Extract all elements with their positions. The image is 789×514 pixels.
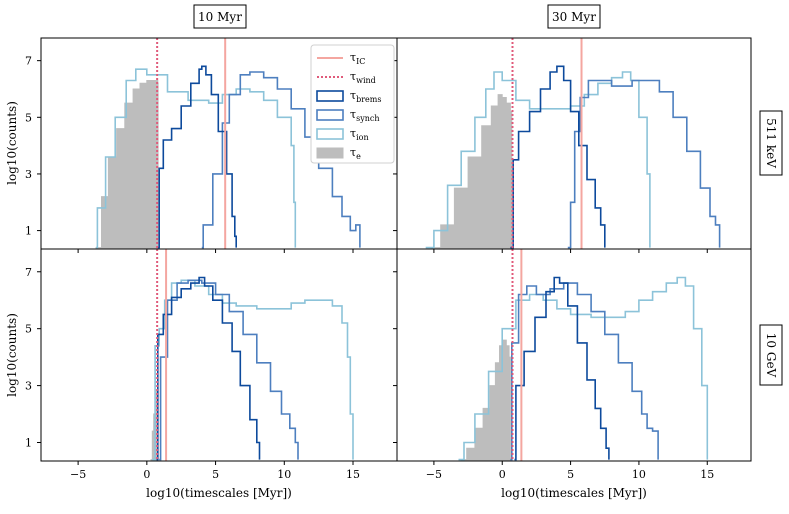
panel-0-0: 1 3 5 7 <box>25 37 398 253</box>
legend-label-sub: brems <box>356 95 381 104</box>
legend-frame <box>310 44 395 164</box>
series-tau-ion <box>425 71 651 249</box>
row-title-box-1 <box>759 324 783 386</box>
legend-label-tau: τ <box>350 146 356 159</box>
col-title-1: 30 Myr <box>552 10 596 24</box>
series-tau-synch <box>567 79 721 249</box>
ylabel-top: log10(counts) <box>5 101 19 185</box>
col-title-box-1 <box>547 4 601 29</box>
series-tau-brems <box>514 276 610 461</box>
legend-label-tau: τ <box>350 70 356 83</box>
legend-swatch-ion <box>316 128 344 140</box>
legend-label-tau: τ <box>350 127 356 140</box>
legend-item-brems: τbrems <box>316 89 381 104</box>
y-tick-label: 7 <box>25 266 32 279</box>
legend-label-e: τe <box>350 146 361 161</box>
series-tau-ion <box>152 279 354 461</box>
x-tick-label: 0 <box>499 468 506 481</box>
series-tau-ion <box>458 276 709 461</box>
series-tau-e <box>430 94 513 249</box>
x-tick-label: 15 <box>700 468 714 481</box>
x-tick-label: 5 <box>567 468 574 481</box>
legend-item-synch: τsynch <box>316 108 380 123</box>
ylabel-bottom: log10(counts) <box>5 313 19 397</box>
y-tick-label: 7 <box>25 55 32 68</box>
legend-label-ic: τIC <box>350 51 365 66</box>
legend-label-brems: τbrems <box>350 89 381 104</box>
legend-label-tau: τ <box>350 51 356 64</box>
panel-plot-area <box>458 249 709 461</box>
x-tick-label: 10 <box>632 468 646 481</box>
panel-1-1: −5 0 5 10 15 <box>393 248 752 481</box>
panel-1-0: −5 0 5 10 15 1 3 5 7 <box>25 248 398 481</box>
legend-swatch-e <box>316 147 344 159</box>
legend-label-ion: τion <box>350 127 369 142</box>
panel-frame <box>40 248 398 462</box>
legend-label-wind: τwind <box>350 70 376 85</box>
y-tick-label: 3 <box>25 380 32 393</box>
panel-plot-area <box>150 249 354 461</box>
x-tick-label: −5 <box>426 468 442 481</box>
legend-item-ion: τion <box>316 127 369 142</box>
xlabel-right: log10(timescales [Myr]) <box>501 486 647 500</box>
panel-frame <box>396 248 752 462</box>
legend-label-sub: wind <box>356 76 376 85</box>
y-tick-label: 5 <box>25 323 32 336</box>
series-tau-ion <box>96 68 297 249</box>
y-tick-label: 5 <box>25 111 32 124</box>
legend-label-tau: τ <box>350 89 356 102</box>
legend-item-ic: τIC <box>317 51 365 66</box>
y-tick-label: 3 <box>25 168 32 181</box>
series-tau-brems <box>157 65 237 249</box>
row-title-1: 10 GeV <box>764 333 778 378</box>
x-tick-label: 0 <box>143 468 150 481</box>
series-tau-brems <box>510 65 606 249</box>
row-title-0: 511 keV <box>764 118 778 168</box>
xlabel-left: log10(timescales [Myr]) <box>146 486 292 500</box>
panel-plot-area <box>425 38 721 249</box>
legend-swatch-synch <box>316 109 344 121</box>
y-tick-label: 1 <box>25 225 32 238</box>
x-tick-label: 5 <box>212 468 219 481</box>
row-title-box-0 <box>759 110 783 176</box>
series-tau-synch <box>510 282 659 461</box>
legend-label-sub: synch <box>356 114 379 123</box>
legend-label-tau: τ <box>350 108 356 121</box>
legend-item-wind: τwind <box>317 70 376 85</box>
series-tau-synch <box>159 279 299 461</box>
legend-item-e: τe <box>316 146 361 161</box>
panels-layer: 1 3 5 7 −5 0 5 10 15 1 3 5 7 −5 0 5 10 15 <box>25 37 752 481</box>
legend-label-sub: ion <box>356 133 369 142</box>
panel-plot-area <box>95 38 361 249</box>
x-tick-label: 15 <box>346 468 360 481</box>
legend-swatch-brems <box>316 90 344 102</box>
series-tau-synch <box>201 71 361 249</box>
col-title-0: 10 Myr <box>198 10 242 24</box>
legend-label-sub: IC <box>356 57 365 66</box>
x-tick-label: 10 <box>277 468 291 481</box>
legend-label-sub: e <box>356 152 361 161</box>
legend-label-synch: τsynch <box>350 108 380 123</box>
y-tick-label: 1 <box>25 437 32 450</box>
x-tick-label: −5 <box>70 468 86 481</box>
series-tau-brems <box>156 276 261 461</box>
col-title-box-0 <box>193 4 247 29</box>
panel-0-1 <box>393 37 752 253</box>
